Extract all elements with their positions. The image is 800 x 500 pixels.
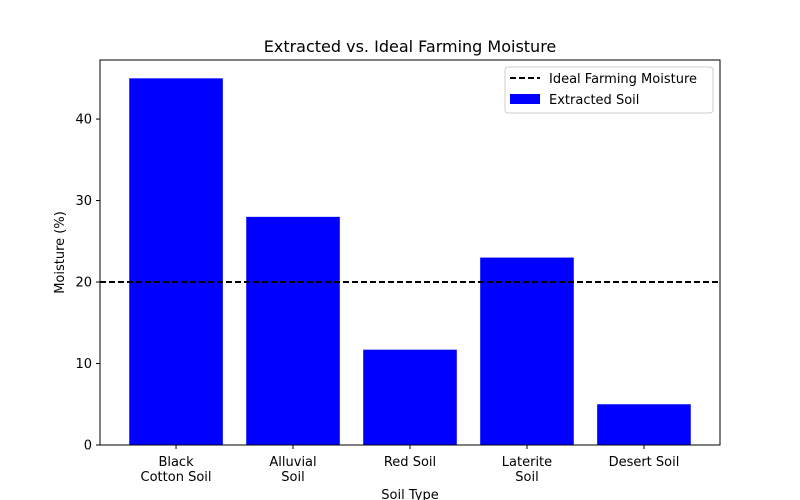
bar — [480, 257, 574, 445]
bar — [363, 349, 457, 445]
x-tick-label: Desert Soil — [609, 455, 680, 470]
x-tick-label: Laterite Soil — [502, 455, 552, 485]
x-tick-label-line: Soil — [515, 470, 538, 485]
x-tick-label-line: Black — [158, 455, 194, 470]
x-tick-label: Black Cotton Soil — [141, 455, 212, 485]
x-tick-label-line: Cotton Soil — [141, 470, 212, 485]
x-axis-label: Soil Type — [381, 488, 438, 500]
x-tick-label-line: Alluvial — [269, 455, 316, 470]
legend-extracted-swatch — [510, 94, 540, 104]
y-tick-label: 10 — [75, 357, 92, 372]
y-axis: 0 10 20 30 40 — [75, 113, 100, 454]
x-tick-label-line: Laterite — [502, 455, 552, 470]
y-tick-label: 40 — [75, 113, 92, 128]
y-tick-label: 20 — [75, 276, 92, 291]
x-tick-label: Alluvial Soil — [269, 455, 316, 485]
y-tick-label: 30 — [75, 194, 92, 209]
legend: Ideal Farming Moisture Extracted Soil — [504, 66, 714, 114]
legend-extracted-label: Extracted Soil — [549, 93, 639, 108]
bars-group — [129, 78, 691, 445]
bar — [246, 216, 340, 445]
x-tick-label-line: Red Soil — [384, 455, 436, 470]
x-tick-label-line: Soil — [281, 470, 304, 485]
y-axis-label: Moisture (%) — [53, 211, 68, 294]
y-tick-label: 0 — [84, 439, 92, 454]
bar — [129, 78, 223, 445]
x-tick-label: Red Soil — [384, 455, 436, 470]
legend-box — [504, 66, 714, 114]
chart-title: Extracted vs. Ideal Farming Moisture — [264, 37, 557, 56]
legend-ideal-label: Ideal Farming Moisture — [549, 72, 697, 87]
bar — [597, 404, 691, 445]
x-tick-label-line: Desert Soil — [609, 455, 680, 470]
